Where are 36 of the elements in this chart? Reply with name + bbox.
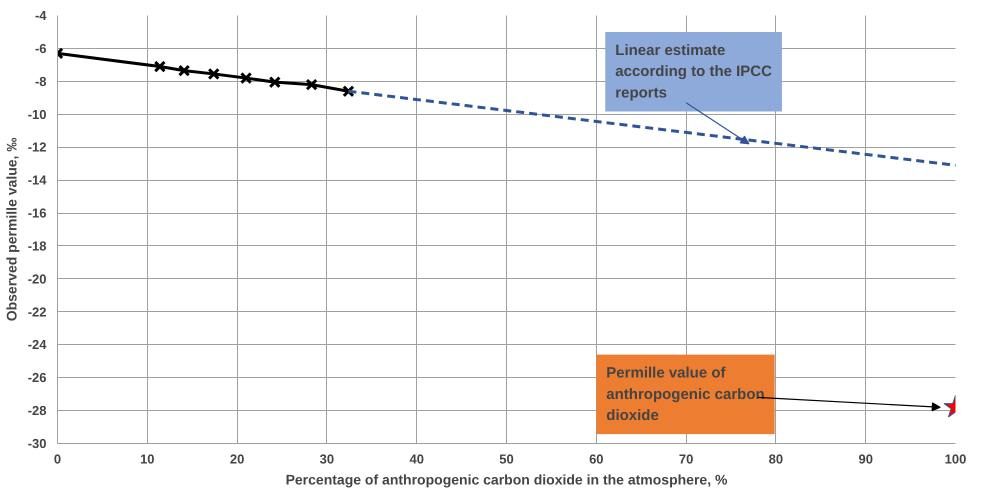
x-tick-label: 10 [140, 452, 155, 466]
y-tick-label: -22 [28, 304, 47, 320]
x-tick-label: 40 [409, 452, 424, 466]
y-tick-label: -24 [28, 337, 48, 352]
x-tick-label: 50 [499, 452, 514, 466]
annotation: Permille value of anthropogenic carbon dioxide [606, 364, 765, 424]
y-tick-label: -10 [28, 106, 47, 122]
x-tick-label: 60 [589, 452, 604, 466]
y-tick-label: -8 [34, 74, 47, 89]
point [268, 76, 281, 88]
x-tick-label: 70 [678, 452, 694, 466]
point [178, 64, 190, 77]
x-axis-title: Percentage of anthropogenic carbon dioxide in the atmosphere, % [286, 472, 728, 488]
x-tick-label: 100 [944, 452, 966, 466]
point [154, 60, 166, 73]
annotation: Linear estimate according to the IPCC reports [615, 42, 772, 102]
x-tick-label: 30 [320, 452, 334, 466]
y-tick-label: -16 [28, 206, 47, 221]
y-axis-title: Observed permille value, ‰ [4, 138, 20, 322]
y-tick-label: -6 [34, 40, 47, 56]
y-tick-label: -20 [28, 271, 47, 286]
y-tick-label: -18 [28, 238, 47, 254]
x-tick-label: 20 [230, 452, 244, 466]
y-tick-label: -14 [28, 172, 48, 188]
y-tick-label: -12 [28, 140, 47, 155]
point [240, 72, 252, 84]
y-tick-label: -28 [28, 403, 47, 418]
y-tick-label: -26 [28, 370, 47, 386]
x-tick-label: 80 [768, 452, 784, 466]
y-tick-label: -30 [28, 436, 47, 451]
point [208, 68, 220, 80]
x-tick-label: 90 [858, 452, 873, 466]
point [342, 85, 355, 98]
point [306, 78, 318, 91]
x-tick-label: 0 [54, 452, 62, 466]
y-tick-label: -4 [34, 8, 48, 23]
